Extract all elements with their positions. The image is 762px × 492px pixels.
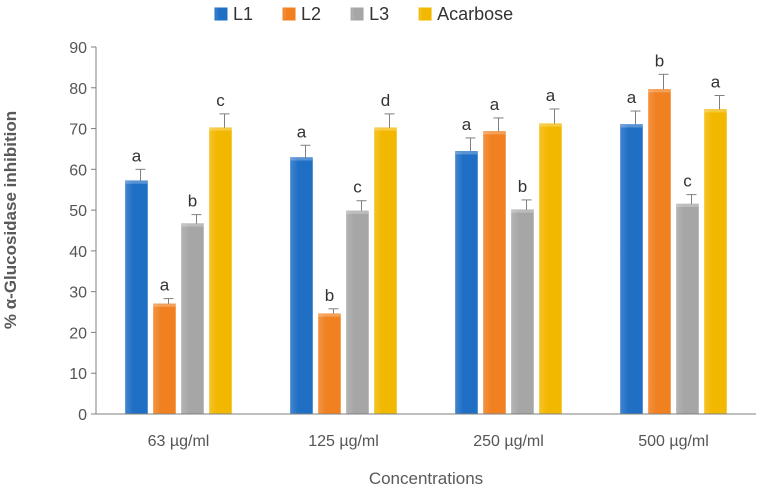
bar-l1-3 <box>620 124 643 415</box>
bar-highlight <box>704 109 727 113</box>
significance-label: a <box>627 88 637 107</box>
bar-acarbose-1 <box>374 127 397 415</box>
significance-label: a <box>711 73 721 92</box>
significance-label: a <box>297 122 307 141</box>
bar-highlight <box>620 124 643 128</box>
y-tick-label: 0 <box>78 407 87 424</box>
bar-l2-0 <box>153 303 176 415</box>
x-tick-label: 500 µg/ml <box>638 433 709 450</box>
legend-swatch-acarbose <box>418 7 432 21</box>
legend-swatch-l1 <box>214 7 228 21</box>
legend-swatch-l3 <box>350 7 364 21</box>
x-tick-label: 250 µg/ml <box>473 433 544 450</box>
legend-label-l3: L3 <box>369 4 389 24</box>
legend-label-l2: L2 <box>301 4 321 24</box>
bar-highlight <box>483 131 506 135</box>
bar-highlight <box>676 203 699 207</box>
significance-label: b <box>325 286 334 305</box>
y-tick-label: 30 <box>69 285 87 302</box>
bar-highlight <box>455 151 478 155</box>
y-axis: 0 10 20 30 40 50 60 70 80 90 <box>69 40 97 424</box>
significance-label: a <box>132 146 142 165</box>
significance-label: c <box>353 178 362 197</box>
legend-swatch-l2 <box>282 7 296 21</box>
significance-label: a <box>462 115 472 134</box>
bar-highlight <box>374 127 397 131</box>
x-axis-title: Concentrations <box>369 469 483 488</box>
bar-l3-0 <box>181 223 204 415</box>
bar-l2-1 <box>318 313 341 415</box>
bar-l3-1 <box>346 210 369 415</box>
bar-l3-2 <box>511 209 534 415</box>
y-axis-title: % α-Glucosidase inhibition <box>1 111 20 329</box>
bar-highlight <box>181 223 204 227</box>
x-tick-label: 63 µg/ml <box>148 433 210 450</box>
bar-highlight <box>539 123 562 127</box>
y-tick-label: 20 <box>69 325 87 342</box>
significance-label: c <box>216 91 225 110</box>
legend: L1 L2 L3 Acarbose <box>214 4 513 24</box>
y-tick-label: 10 <box>69 366 87 383</box>
bar-acarbose-2 <box>539 123 562 415</box>
significance-label: b <box>518 177 527 196</box>
bar-l1-1 <box>290 157 313 415</box>
bar-l2-2 <box>483 131 506 415</box>
significance-label: a <box>546 86 556 105</box>
significance-label: c <box>683 172 692 191</box>
bar-l1-0 <box>125 180 148 415</box>
legend-label-l1: L1 <box>233 4 253 24</box>
significance-label: b <box>655 51 664 70</box>
bar-acarbose-3 <box>704 109 727 415</box>
significance-label: a <box>490 95 500 114</box>
y-tick-label: 40 <box>69 244 87 261</box>
significance-label: d <box>381 91 390 110</box>
bar-highlight <box>153 303 176 307</box>
bar-highlight <box>648 89 671 93</box>
bar-highlight <box>209 127 232 131</box>
y-tick-label: 80 <box>69 81 87 98</box>
bar-l2-3 <box>648 89 671 415</box>
bar-highlight <box>346 210 369 214</box>
y-tick-label: 90 <box>69 40 87 57</box>
y-tick-label: 70 <box>69 122 87 139</box>
significance-label: b <box>188 192 197 211</box>
legend-label-acarbose: Acarbose <box>437 4 513 24</box>
x-axis: 63 µg/ml 125 µg/ml 250 µg/ml 500 µg/ml <box>96 413 756 450</box>
x-tick-label: 125 µg/ml <box>308 433 379 450</box>
bar-highlight <box>290 157 313 161</box>
bar-highlight <box>125 180 148 184</box>
y-tick-label: 50 <box>69 203 87 220</box>
y-tick-label: 60 <box>69 162 87 179</box>
bar-l3-3 <box>676 203 699 415</box>
bar-highlight <box>318 313 341 317</box>
bar-highlight <box>511 209 534 213</box>
bar-acarbose-0 <box>209 127 232 415</box>
significance-label: a <box>160 276 170 295</box>
bar-l1-2 <box>455 151 478 415</box>
